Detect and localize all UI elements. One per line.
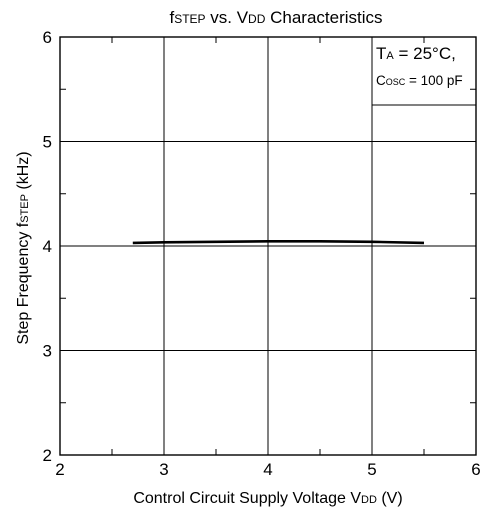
annotation-line-2: COSC = 100 pF: [376, 73, 463, 88]
series-line: [132, 240, 425, 245]
annotation-cosc-main: C: [376, 73, 386, 88]
chart-title: fSTEP vs. VDD Characteristics: [169, 8, 382, 27]
title-mid: vs. V: [206, 8, 249, 27]
y-tick-label: 4: [43, 237, 52, 256]
annotation-box: TA = 25°C, COSC = 100 pF: [371, 37, 476, 106]
xlabel-tail: (V): [377, 490, 403, 507]
y-tick-label: 2: [43, 446, 52, 465]
y-tick-label: 6: [43, 28, 52, 47]
y-axis-label: Step Frequency fSTEP (kHz): [15, 151, 32, 344]
y-tick-label: 3: [43, 342, 52, 361]
plot-frame: [59, 36, 477, 456]
y-tick-label: 5: [43, 133, 52, 152]
x-tick-labels: 2 3 4 5 6: [55, 460, 480, 479]
annotation-ta-main: T: [376, 44, 386, 63]
series-layer: [132, 240, 425, 245]
annotation-ta-sub: A: [386, 50, 394, 62]
title-f: f: [169, 8, 174, 27]
x-axis-label: Control Circuit Supply Voltage VDD (V): [133, 490, 402, 507]
annotation-ta-tail: = 25°C,: [394, 44, 456, 63]
x-tick-label: 4: [263, 460, 272, 479]
annotation-cosc-tail: = 100 pF: [405, 73, 462, 88]
minor-tick-layer: [60, 37, 476, 455]
ylabel-main: Step Frequency f: [15, 222, 32, 344]
x-tick-label: 2: [55, 460, 64, 479]
title-tail: Characteristics: [265, 8, 382, 27]
title-f-sub: STEP: [174, 12, 205, 26]
annotation-line-1: TA = 25°C,: [376, 44, 456, 63]
ylabel-sub: STEP: [19, 194, 31, 223]
x-tick-label: 5: [367, 460, 376, 479]
y-tick-labels: 2 3 4 5 6: [43, 28, 52, 465]
title-v-sub: DD: [248, 12, 266, 26]
x-tick-label: 3: [159, 460, 168, 479]
grid-layer: [60, 37, 476, 455]
xlabel-sub: DD: [361, 494, 377, 506]
ylabel-tail: (kHz): [15, 151, 32, 194]
annotation-cosc-sub: OSC: [386, 77, 406, 87]
xlabel-main: Control Circuit Supply Voltage V: [133, 490, 361, 507]
x-tick-label: 6: [471, 460, 480, 479]
